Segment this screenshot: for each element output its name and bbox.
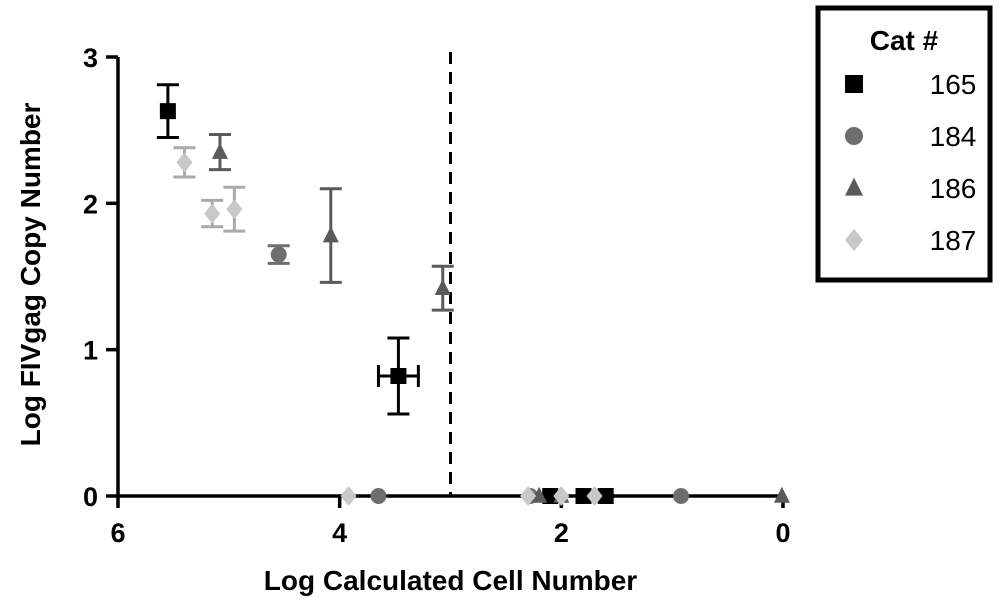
x-axis-ticks: 6 4 2 0 [110, 496, 791, 548]
x-tick-label: 2 [554, 518, 569, 548]
data-point-184 [270, 246, 287, 263]
data-point-186 [211, 142, 228, 159]
legend-marker-186 [845, 177, 863, 196]
data-point-165 [159, 103, 176, 120]
legend-label: 187 [930, 225, 977, 256]
legend-label: 184 [930, 121, 977, 152]
y-axis-label: Log FIVgag Copy Number [15, 103, 46, 447]
legend-entry-165: 165 [845, 69, 976, 100]
data-point-187 [520, 486, 537, 506]
axes: 6 4 2 0 0 1 2 3 Log Calculated Cell Number Log… [15, 43, 791, 596]
data-point-165 [575, 488, 592, 504]
series-165 [156, 83, 614, 504]
legend-title: Cat # [870, 25, 939, 56]
legend-marker-165 [845, 75, 863, 93]
data-point-165 [597, 488, 614, 504]
data-point-186 [322, 226, 339, 243]
data-point-186 [773, 486, 790, 503]
data-point-165 [542, 488, 559, 504]
y-tick-label: 3 [83, 43, 98, 73]
data-point-187 [226, 199, 243, 220]
data-point-186 [531, 486, 548, 503]
legend-entries: 165 184 186 187 [845, 69, 976, 256]
legend-box [815, 5, 993, 283]
x-axis-label: Log Calculated Cell Number [264, 565, 637, 596]
data-point-187 [204, 203, 221, 224]
x-tick-label: 0 [775, 518, 790, 548]
legend-entry-186: 186 [845, 173, 976, 204]
y-axis-ticks: 0 1 2 3 [83, 43, 118, 512]
data-point-187 [340, 486, 357, 506]
data-point-187 [553, 486, 570, 506]
data-point-187 [586, 486, 603, 506]
x-tick-label: 4 [332, 518, 347, 548]
y-tick-label: 1 [83, 336, 98, 366]
series-187 [173, 146, 603, 506]
legend-label: 165 [930, 69, 977, 100]
legend: Cat # 165 184 186 187 [815, 5, 993, 283]
data-point-184 [673, 488, 690, 504]
legend-marker-187 [845, 228, 863, 252]
x-tick-label: 6 [110, 518, 125, 548]
series-184 [267, 244, 690, 504]
series-186 [208, 133, 790, 503]
legend-label: 186 [930, 173, 977, 204]
data-points [156, 83, 790, 506]
data-point-187 [176, 152, 193, 173]
legend-entry-184: 184 [845, 121, 976, 152]
y-tick-label: 0 [83, 482, 98, 512]
data-point-165 [390, 368, 407, 385]
data-point-186 [434, 279, 451, 296]
y-tick-label: 2 [83, 189, 98, 219]
data-point-184 [370, 488, 387, 504]
legend-entry-187: 187 [845, 225, 976, 256]
legend-marker-184 [845, 127, 863, 145]
